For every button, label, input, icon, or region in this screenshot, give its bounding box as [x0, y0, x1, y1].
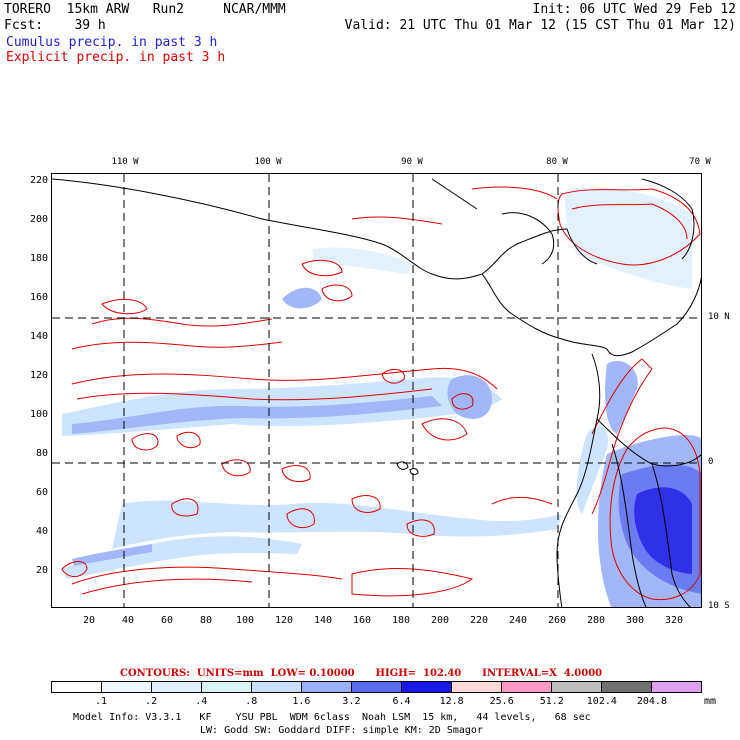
x-tick: 120: [274, 615, 294, 626]
color-legend: [51, 681, 702, 693]
lat-label-10s: 10 S: [708, 601, 730, 611]
x-tick: 280: [586, 615, 606, 626]
lon-label-110w: 110 W: [111, 157, 139, 167]
legend-value: .2: [145, 696, 158, 707]
legend-value: 1.6: [292, 696, 311, 707]
x-tick: 100: [235, 615, 255, 626]
legend-value: .4: [195, 696, 208, 707]
x-tick: 220: [469, 615, 489, 626]
legend-swatch: [652, 682, 701, 692]
legend-value: .8: [245, 696, 258, 707]
y-tick: 200: [29, 214, 48, 225]
lon-label-70w: 70 W: [689, 157, 711, 167]
model-physics: LW: Godd SW: Goddard DIFF: simple KM: 2D…: [200, 725, 483, 736]
legend-swatch: [602, 682, 652, 692]
legend-swatch: [152, 682, 202, 692]
legend-value: 6.4: [392, 696, 411, 707]
x-tick: 200: [430, 615, 450, 626]
legend-value: 3.2: [342, 696, 361, 707]
cumulus-precip-shading: [62, 187, 701, 607]
legend-swatch: [202, 682, 252, 692]
y-tick: 180: [29, 253, 48, 264]
lat-lon-grid: [52, 174, 701, 607]
lon-label-90w: 90 W: [401, 157, 423, 167]
x-tick: 140: [313, 615, 333, 626]
explicit-precip-label: Explicit precip. in past 3 h: [6, 50, 226, 65]
forecast-hour: Fcst: 39 h: [4, 18, 106, 33]
legend-swatch: [452, 682, 502, 692]
legend-value: 51.2: [539, 696, 564, 707]
y-tick: 80: [35, 448, 48, 459]
lon-label-80w: 80 W: [546, 157, 568, 167]
y-tick: 120: [29, 370, 48, 381]
x-tick: 160: [352, 615, 372, 626]
legend-value: 204.8: [636, 696, 667, 707]
x-tick: 320: [664, 615, 684, 626]
x-tick: 180: [391, 615, 411, 626]
precipitation-map: [51, 173, 702, 608]
y-tick: 140: [29, 331, 48, 342]
x-tick: 60: [160, 615, 174, 626]
coastlines: [52, 178, 701, 607]
map-graphics: [52, 174, 701, 607]
legend-swatch: [352, 682, 402, 692]
legend-value: .1: [95, 696, 108, 707]
y-tick: 160: [29, 292, 48, 303]
y-tick: 220: [29, 175, 48, 186]
lat-label-0: 0: [708, 457, 714, 467]
model-title: TORERO 15km ARW Run2 NCAR/MMM: [4, 2, 286, 17]
cumulus-precip-label: Cumulus precip. in past 3 h: [6, 35, 218, 50]
y-tick: 60: [35, 487, 48, 498]
init-time: Init: 06 UTC Wed 29 Feb 12: [532, 2, 737, 17]
legend-swatch: [302, 682, 352, 692]
legend-swatch: [552, 682, 602, 692]
y-tick: 40: [35, 526, 48, 537]
legend-swatch: [52, 682, 102, 692]
x-tick: 80: [199, 615, 213, 626]
lat-label-10n: 10 N: [708, 312, 730, 322]
x-tick: 40: [121, 615, 135, 626]
legend-value: 102.4: [586, 696, 617, 707]
x-tick: 240: [508, 615, 528, 626]
model-info: Model Info: V3.3.1 KF YSU PBL WDM 6class…: [73, 712, 591, 723]
legend-swatch: [402, 682, 452, 692]
y-tick: 20: [35, 565, 48, 576]
legend-swatch: [102, 682, 152, 692]
y-tick: 100: [29, 409, 48, 420]
valid-time: Valid: 21 UTC Thu 01 Mar 12 (15 CST Thu …: [344, 18, 736, 33]
legend-value: 25.6: [489, 696, 514, 707]
legend-swatch: [252, 682, 302, 692]
contours-info: CONTOURS: UNITS=mm LOW= 0.10000 HIGH= 10…: [120, 668, 603, 679]
legend-value: 12.8: [439, 696, 464, 707]
explicit-precip-contours: [61, 186, 701, 601]
legend-swatch: [502, 682, 552, 692]
x-tick: 20: [82, 615, 96, 626]
lon-label-100w: 100 W: [254, 157, 282, 167]
x-tick: 260: [547, 615, 567, 626]
legend-units: mm: [704, 696, 717, 707]
x-tick: 300: [625, 615, 645, 626]
